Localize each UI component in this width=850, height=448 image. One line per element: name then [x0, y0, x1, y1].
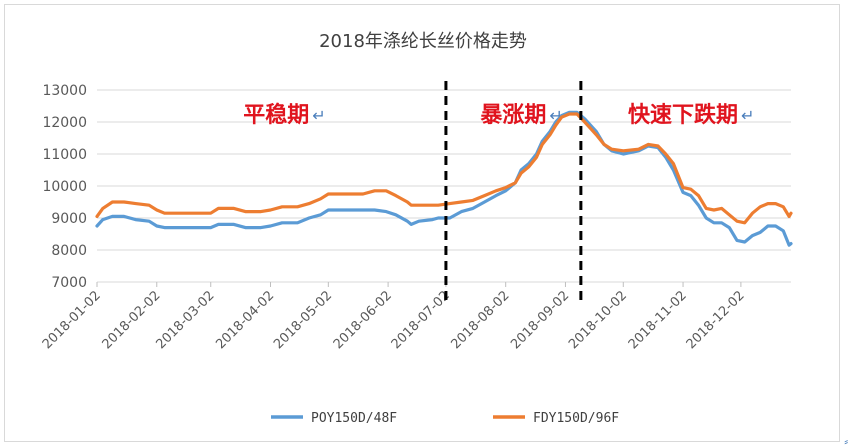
y-tick-label: 8000: [51, 243, 87, 259]
legend-label: FDY150D/96F: [533, 411, 619, 426]
x-tick-label: 2018-07-02: [389, 288, 453, 352]
annotation-label: 暴涨期: [479, 102, 546, 128]
return-arrow-icon: ↵: [549, 106, 562, 125]
x-tick-label: 2018-08-02: [448, 288, 512, 352]
x-tick-label: 2018-12-02: [684, 288, 748, 352]
y-tick-label: 11000: [42, 147, 87, 163]
y-tick-label: 7000: [51, 275, 87, 291]
period-annotation: 平稳期 ↵: [243, 102, 325, 128]
legend-item: POY150D/48F: [271, 411, 397, 426]
period-annotation: 快速下跌期 ↵: [628, 102, 754, 128]
x-tick-label: 2018-04-02: [213, 288, 277, 352]
x-tick-label: 2018-05-02: [271, 288, 335, 352]
x-axis: 2018-01-022018-02-022018-03-022018-04-02…: [40, 282, 748, 352]
annotation-label: 快速下跌期: [628, 102, 738, 128]
y-tick-label: 9000: [51, 211, 87, 227]
period-dividers: [444, 81, 583, 301]
period-annotations: 平稳期 ↵ 暴涨期 ↵ 快速下跌期 ↵: [243, 102, 754, 128]
y-axis: 7000 8000 9000 10000 11000 12000 13000: [42, 83, 87, 291]
x-tick-label: 2018-03-02: [154, 288, 218, 352]
annotation-label: 平稳期: [243, 102, 309, 128]
legend: POY150D/48F FDY150D/96F: [271, 411, 619, 426]
series-line-fdy: [95, 112, 793, 225]
y-tick-label: 13000: [42, 83, 87, 99]
legend-label: POY150D/48F: [311, 411, 397, 426]
corner-mark: ⸗: [844, 435, 848, 448]
series-line-poy: [95, 110, 793, 247]
line-chart: 2018年涤纶长丝价格走势 7000 8000 9000 10000 11000 1200…: [40, 31, 793, 426]
x-tick-label: 2018-06-02: [331, 288, 395, 352]
x-tick-label: 2018-10-02: [566, 288, 630, 352]
chart-title: 2018年涤纶长丝价格走势: [319, 31, 527, 52]
y-tick-label: 12000: [42, 115, 87, 131]
return-arrow-icon: ↵: [741, 106, 754, 125]
period-annotation: 暴涨期 ↵: [479, 102, 562, 128]
return-arrow-icon: ↵: [312, 106, 325, 125]
series-lines: [95, 110, 793, 247]
x-tick-label: 2018-01-02: [40, 288, 104, 352]
x-tick-label: 2018-09-02: [508, 288, 572, 352]
x-tick-label: 2018-11-02: [626, 288, 690, 352]
legend-item: FDY150D/96F: [493, 411, 619, 426]
chart-frame: 2018年涤纶长丝价格走势 7000 8000 9000 10000 11000 1200…: [4, 4, 840, 442]
y-tick-label: 10000: [42, 179, 87, 195]
